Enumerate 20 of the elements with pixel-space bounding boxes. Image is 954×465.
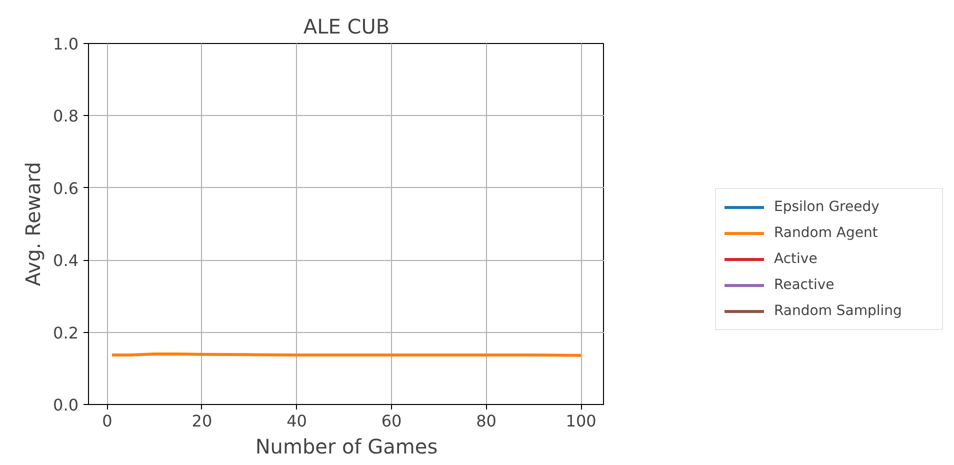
x-tick-label: 100	[566, 412, 596, 430]
y-tick-label: 0.4	[53, 251, 79, 270]
y-tick-label: 0.8	[53, 106, 79, 126]
y-tick-label: 0.6	[53, 178, 79, 198]
chart-title: ALE CUB	[303, 14, 390, 38]
x-tick-label: 40	[286, 412, 307, 430]
legend-label: Reactive	[774, 277, 836, 293]
y-tick-label: 1.0	[53, 34, 79, 54]
y-tick-label: 0.2	[53, 323, 79, 342]
x-tick-label: 20	[192, 412, 212, 430]
x-tick-label: 60	[381, 412, 402, 430]
y-axis-title: Avg. Reward	[21, 162, 46, 286]
legend-label: Random Sampling	[774, 303, 903, 319]
legend-label: Epsilon Greedy	[774, 199, 880, 215]
legend-label: Active	[774, 251, 818, 267]
x-axis-title: Number of Games	[255, 434, 438, 458]
x-tick-label: 0	[102, 412, 112, 430]
legend-label: Random Agent	[774, 225, 879, 241]
x-tick-label: 80	[476, 412, 496, 430]
y-tick-label: 0.0	[53, 396, 79, 414]
